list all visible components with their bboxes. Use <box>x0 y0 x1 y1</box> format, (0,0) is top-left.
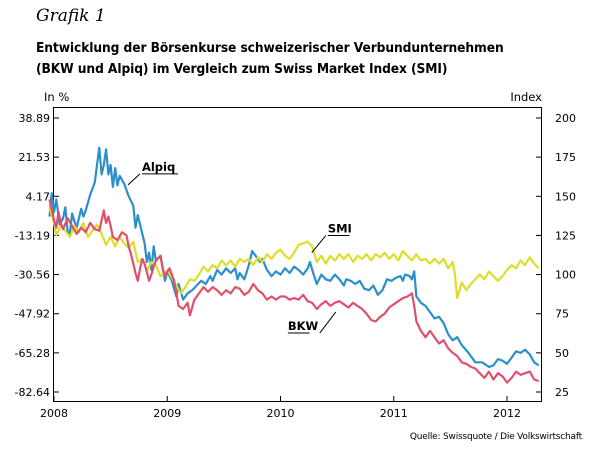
series-label-smi: SMI <box>328 222 352 236</box>
source-note: Quelle: Swissquote / Die Volkswirtschaft <box>409 432 582 442</box>
chart-kicker: Grafik 1 <box>36 6 106 26</box>
y-left-tick-label: 38.89 <box>19 112 51 125</box>
series-label-leader <box>319 311 337 334</box>
y-left-tick-label: -30.56 <box>15 269 50 282</box>
y-right-tick-label: 150 <box>555 190 576 203</box>
x-tick-label: 2012 <box>493 407 521 420</box>
y-right-tick-label: 50 <box>555 347 569 360</box>
y-axis-right-unit: Index <box>510 90 542 104</box>
series-label-leader <box>311 235 327 253</box>
y-left-tick-label: -13.19 <box>15 229 50 242</box>
y-right-tick-label: 25 <box>555 386 569 399</box>
series-labels: Alpiq SMI BKW <box>127 160 352 334</box>
y-right-tick-label: 75 <box>555 308 569 321</box>
chart-title: Entwicklung der Börsenkurse schweizerisc… <box>36 38 504 80</box>
series-label-leader <box>127 173 141 186</box>
y-right-tick-label: 100 <box>555 269 576 282</box>
x-tick-label: 2011 <box>380 407 408 420</box>
y-left-tick-label: -82.64 <box>15 386 50 399</box>
series-line-smi <box>48 206 540 300</box>
y-left-tick-label: -47.92 <box>15 308 50 321</box>
y-left-tick-label: 4.17 <box>26 190 51 203</box>
series-label-bkw: BKW <box>288 319 319 333</box>
series-label-alpiq: Alpiq <box>142 160 175 174</box>
chart-title-line-1: Entwicklung der Börsenkurse schweizerisc… <box>36 41 504 56</box>
x-tick-label: 2010 <box>267 407 295 420</box>
plot-frame <box>53 107 542 402</box>
series-lines <box>48 146 540 384</box>
y-left-tick-label: -65.28 <box>15 347 50 360</box>
series-line-bkw <box>48 199 540 384</box>
series-line-alpiq <box>48 146 540 368</box>
y-right-tick-label: 175 <box>555 151 576 164</box>
x-tick-label: 2008 <box>40 407 68 420</box>
y-right-tick-label: 200 <box>555 112 576 125</box>
chart-title-line-2: (BKW und Alpiq) im Vergleich zum Swiss M… <box>36 62 448 77</box>
y-left-tick-label: 21.53 <box>19 151 51 164</box>
x-tick-label: 2009 <box>153 407 181 420</box>
axis-ticks: 38.89 21.53 4.17 -13.19 -30.56 -47.92 -65.28 -8… <box>15 112 576 420</box>
y-right-tick-label: 125 <box>555 229 576 242</box>
y-axis-left-unit: In % <box>44 90 70 104</box>
